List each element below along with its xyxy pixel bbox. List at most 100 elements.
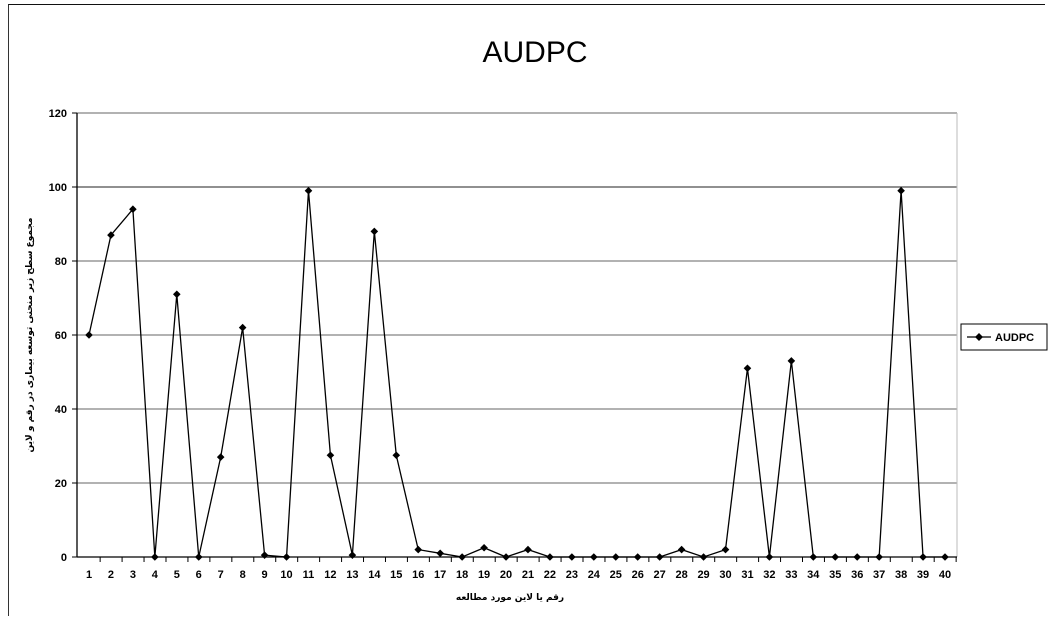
data-point-14 [370,227,379,236]
chart-area [8,4,1045,616]
data-point-30 [721,545,730,554]
x-tick-label-23: 23 [566,569,578,581]
x-tick-label-32: 32 [763,569,775,581]
legend-marker [975,333,983,341]
data-point-40 [941,553,949,561]
x-tick-label-19: 19 [478,569,490,581]
data-point-23 [568,553,576,561]
y-tick-label-120: 120 [49,108,67,120]
data-point-9 [260,551,269,559]
data-point-28 [677,545,686,554]
data-point-24 [590,553,598,561]
y-tick-label-80: 80 [55,256,67,268]
x-tick-label-24: 24 [588,569,601,581]
x-tick-label-31: 31 [741,569,753,581]
x-tick-label-11: 11 [303,569,315,581]
x-tick-label-12: 12 [324,569,336,581]
gridlines [77,112,957,484]
data-point-5 [172,290,181,299]
data-point-17 [436,549,444,558]
x-tick-label-39: 39 [917,569,929,581]
data-point-25 [611,553,620,561]
x-tick-label-40: 40 [939,569,951,581]
data-point-34 [809,553,818,561]
data-point-27 [655,553,664,561]
data-point-22 [546,553,554,561]
data-point-16 [414,545,423,554]
data-point-7 [216,453,225,461]
x-tick-label-16: 16 [412,569,424,581]
data-point-10 [282,553,291,561]
x-tick-label-18: 18 [456,569,468,581]
data-point-21 [524,545,532,554]
x-tick-label-14: 14 [368,569,381,581]
x-tick-label-13: 13 [346,569,358,581]
y-tick-label-20: 20 [55,478,67,490]
x-tick-label-25: 25 [610,569,622,581]
x-axis-ticks: 1 2 3 4 5 6 7 8 9 10 11 12 13 14 15 16 17 18 19 20 21 22 23 24 2… [86,557,957,581]
data-point-11 [304,186,313,195]
data-point-38 [897,186,905,195]
chart-title: AUDPC [482,36,587,69]
series-audpc [85,186,949,561]
x-tick-label-30: 30 [719,569,731,581]
y-tick-label-40: 40 [55,404,67,416]
y-tick-label-60: 60 [55,330,67,342]
data-point-13 [348,551,357,559]
data-point-37 [875,553,883,561]
x-tick-label-28: 28 [675,569,687,581]
y-tick-label-0: 0 [61,552,67,564]
y-axis-ticks: 0 20 40 60 80 100 120 [49,108,77,564]
data-point-15 [392,451,401,460]
data-point-19 [480,543,488,552]
x-tick-label-8: 8 [240,569,246,581]
data-point-3 [129,205,137,213]
x-tick-label-20: 20 [500,569,512,581]
legend: AUDPC [960,323,1048,351]
x-tick-label-5: 5 [174,569,180,581]
data-point-4 [151,553,159,561]
data-point-8 [238,323,247,332]
x-tick-label-3: 3 [130,569,136,581]
x-tick-label-29: 29 [697,569,709,581]
series-line-AUDPC [88,190,945,558]
x-tick-label-36: 36 [851,569,863,581]
x-tick-label-9: 9 [262,569,268,581]
data-point-33 [787,357,796,365]
data-point-36 [853,553,862,561]
x-tick-label-33: 33 [785,569,797,581]
x-tick-label-37: 37 [873,569,885,581]
data-point-39 [919,553,927,561]
x-tick-label-15: 15 [390,569,402,581]
x-tick-label-4: 4 [152,569,159,581]
x-tick-label-38: 38 [895,569,907,581]
x-tick-label-34: 34 [807,569,820,581]
x-axis-label: رقم یا لاین مورد مطالعه [456,593,564,603]
x-tick-label-10: 10 [280,569,292,581]
y-axis-label: مجموع سطح زیر منحنی توسعه بیماری در رقم … [25,218,35,453]
x-tick-label-2: 2 [108,569,114,581]
data-point-1 [85,331,93,339]
x-tick-label-27: 27 [654,569,666,581]
data-point-2 [107,231,115,239]
y-tick-label-100: 100 [49,182,67,194]
x-tick-label-21: 21 [522,569,534,581]
x-tick-label-6: 6 [196,569,202,581]
x-tick-label-17: 17 [434,569,446,581]
data-point-32 [765,553,774,561]
data-point-31 [743,364,752,373]
data-point-18 [458,553,466,561]
data-point-20 [502,553,510,561]
data-point-12 [326,451,335,460]
data-point-35 [831,553,840,561]
x-tick-label-22: 22 [544,569,556,581]
legend-label-audpc: AUDPC [995,332,1034,344]
x-tick-label-7: 7 [218,569,224,581]
x-tick-label-1: 1 [86,569,92,581]
data-point-6 [194,553,203,561]
data-point-29 [699,553,708,561]
data-point-26 [633,553,642,561]
x-tick-label-35: 35 [829,569,841,581]
x-tick-label-26: 26 [632,569,644,581]
